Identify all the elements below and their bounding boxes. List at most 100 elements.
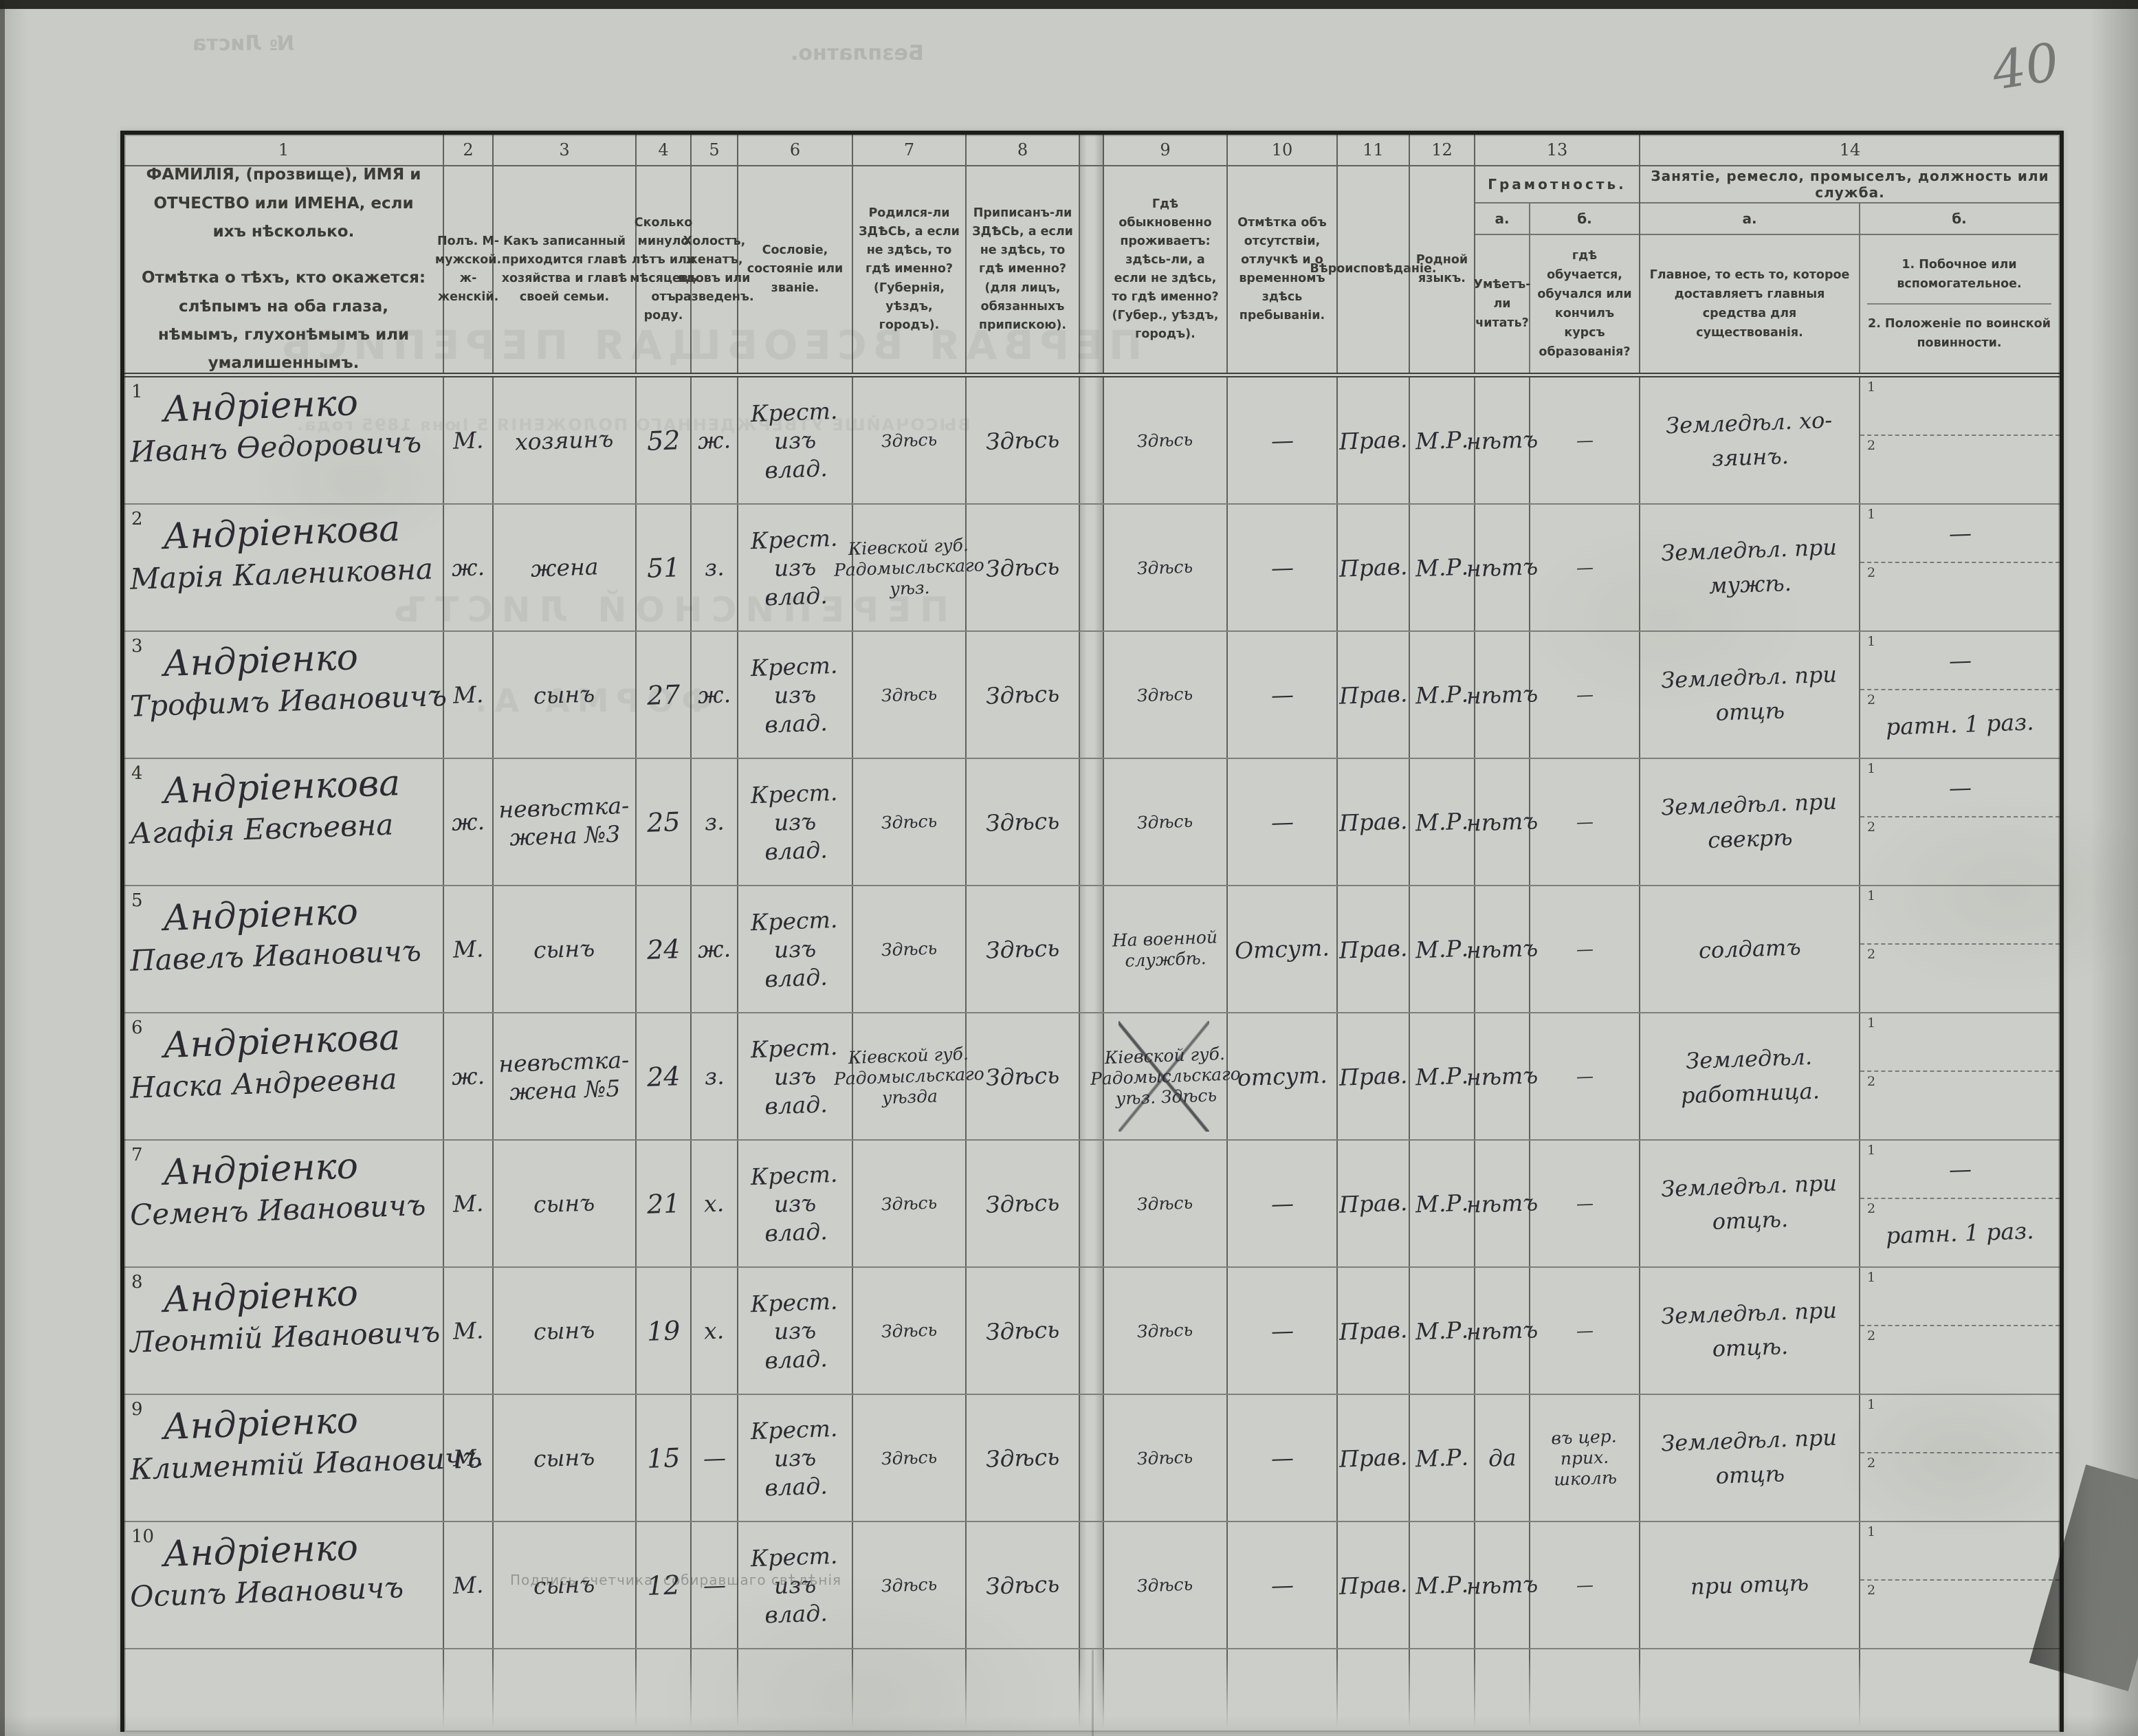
sub-label-a: а. [1640, 204, 1859, 235]
surname: Андріенко [162, 1273, 359, 1321]
cell-religion: Прав. [1338, 886, 1410, 1012]
cell-education: — [1530, 632, 1640, 758]
cell-age: 15 [637, 1395, 692, 1521]
header-registered: Приписанъ-ли ЗДѢСЬ, а если не здѣсь, то … [967, 166, 1080, 373]
page-fold [1080, 1268, 1104, 1394]
column-number: 9 [1104, 135, 1228, 165]
cell-estate: Крест. изъ влад. [738, 1013, 853, 1139]
cell-relation: сынъ [494, 1522, 637, 1648]
header-language: Родной языкъ. [1410, 166, 1475, 373]
surname: Андріенко [162, 1145, 359, 1194]
cell-language: М.Р. [1410, 1013, 1475, 1139]
military-status-subcell: 2 [1860, 1579, 2060, 1648]
header-occupation-b: б. 1. Побочное или вспомогательноe. 2. П… [1860, 204, 2058, 373]
sub-index-2: 2 [1867, 947, 1876, 963]
cell-birthplace: Здѣсь [853, 1268, 967, 1394]
cell-lives: Здѣсь [1104, 1395, 1228, 1521]
sub-index-2: 2 [1867, 565, 1876, 581]
cell-relation: невѣстка- жена №5 [494, 1013, 637, 1139]
header-name-title: ФАМИЛІЯ, (прозвище), ИМЯ и ОТЧЕСТВО или … [146, 166, 421, 241]
cell-marital: ж. [692, 377, 738, 503]
cell-relation: невѣстка- жена №3 [494, 759, 637, 885]
cell-occupation-secondary: 1 — 2 ратн. 1 раз. [1860, 632, 2060, 758]
header-literacy-title: Грамотность. [1475, 166, 1639, 204]
cell-occupation: Земледѣл. при отцѣ. [1640, 1268, 1860, 1394]
side-occupation-subcell: 1 [1860, 1268, 2060, 1325]
row-number: 3 [131, 636, 143, 657]
cell-estate: Крест. изъ влад. [738, 1141, 853, 1266]
table-row: 2 Андріенкова Марія Калениковна ж. жена … [124, 503, 2060, 630]
cell-marital: з. [692, 505, 738, 630]
cell-language: М.Р. [1410, 1141, 1475, 1266]
header-education: гдѣ обучается, обучался или кончилъ курс… [1537, 249, 1632, 359]
cell-name: 10 Андріенко Осипъ Ивановичъ [124, 1522, 444, 1648]
cell-lives: Кіевской губ. Радомысльскаго уѣз. Здѣсь [1090, 1013, 1241, 1139]
column-number: 12 [1410, 135, 1475, 165]
cell-estate: Крест. изъ влад. [738, 632, 853, 758]
military-status-subcell: 2 [1860, 1452, 2060, 1521]
page-fold-crease [1092, 1650, 1094, 1736]
cell-occupation: Земледѣл. при отцѣ [1640, 632, 1860, 758]
sub-index-1: 1 [1867, 888, 1876, 903]
surname: Андріенко [162, 637, 359, 685]
cell-age: 24 [637, 1013, 692, 1139]
column-number: 6 [738, 135, 853, 165]
cell-birthplace: Здѣсь [853, 1395, 967, 1521]
page-number: 40 [1987, 30, 2064, 102]
cell-occupation-secondary: 1 2 [1860, 1522, 2060, 1648]
cell-absence: — [1228, 632, 1338, 758]
cell-birthplace: Здѣсь [853, 377, 967, 503]
cell-registered: Здѣсь [967, 1013, 1080, 1139]
cell-lives: Здѣсь [1104, 1522, 1228, 1648]
table-row: 10 Андріенко Осипъ Ивановичъ М. сынъ 12 … [124, 1521, 2060, 1648]
sub-label-b: б. [1530, 204, 1639, 235]
row-number: 7 [131, 1145, 143, 1165]
cell-absence: — [1228, 1522, 1338, 1648]
header-name: ФАМИЛІЯ, (прозвище), ИМЯ и ОТЧЕСТВО или … [124, 166, 444, 373]
cell-sex: М. [444, 632, 494, 758]
given-name: Агафія Евсѣевна [129, 807, 394, 850]
cell-sex: М. [444, 377, 494, 503]
cell-birthplace: Кіевской губ. Радомысльскаго уѣзда [834, 1013, 984, 1139]
cell-sex: М. [444, 1268, 494, 1394]
header-occupation-group: Занятіе, ремесло, промыселъ, должность и… [1640, 166, 2060, 373]
surname: Андріенкова [162, 508, 401, 558]
page-fold [1080, 759, 1104, 885]
page-fold [1080, 505, 1104, 630]
column-number: 3 [494, 135, 637, 165]
cell-birthplace: Здѣсь [853, 759, 967, 885]
cell-language: М.Р. [1410, 1268, 1475, 1394]
surname: Андріенкова [162, 762, 401, 813]
cell-language: М.Р. [1410, 1395, 1475, 1521]
sub-index-1: 1 [1867, 1270, 1876, 1285]
cell-language: М.Р. [1410, 759, 1475, 885]
cell-occupation: Земледѣл. при отцѣ. [1640, 1141, 1860, 1266]
ghost-bleed-text: Безплатно. [791, 41, 924, 65]
cell-relation: сынъ [494, 886, 637, 1012]
cell-occupation: Земледѣл. при отцѣ [1640, 1395, 1860, 1521]
cell-occupation-secondary: 1 — 2 [1860, 505, 2060, 630]
surname: Андріенкова [162, 1017, 401, 1067]
cell-age: 21 [637, 1141, 692, 1266]
cell-registered: Здѣсь [967, 1522, 1080, 1648]
cell-registered: Здѣсь [967, 1141, 1080, 1266]
cell-lives: На военной службѣ. [1104, 886, 1228, 1012]
page-fold [1080, 1013, 1104, 1139]
cell-name: 3 Андріенко Трофимъ Ивановичъ [124, 632, 448, 758]
cell-name: 2 Андріенкова Марія Калениковна [124, 505, 444, 630]
cell-estate: Крест. изъ влад. [738, 1268, 853, 1394]
sub-index-1: 1 [1867, 1143, 1876, 1158]
cell-estate: Крест. изъ влад. [738, 1395, 853, 1521]
cell-birthplace: Здѣсь [853, 1141, 967, 1266]
cell-registered: Здѣсь [967, 505, 1080, 630]
cell-marital: х. [692, 1141, 738, 1266]
cell-estate: Крест. изъ влад. [738, 1522, 853, 1648]
cell-name: 1 Андріенко Иванъ Ѳедоровичъ [124, 377, 444, 503]
page-fold [1080, 1395, 1104, 1521]
cell-absence: — [1228, 1141, 1338, 1266]
sub-index-2: 2 [1867, 1074, 1876, 1090]
cell-occupation-secondary: 1 — 2 ратн. 1 раз. [1860, 1141, 2060, 1266]
table-row: 7 Андріенко Семенъ Ивановичъ М. сынъ 21 … [124, 1139, 2060, 1266]
header-birthplace: Родился-ли ЗДѢСЬ, а если не здѣсь, то гд… [853, 166, 967, 373]
cell-occupation: Земледѣл. при мужѣ. [1640, 505, 1860, 630]
